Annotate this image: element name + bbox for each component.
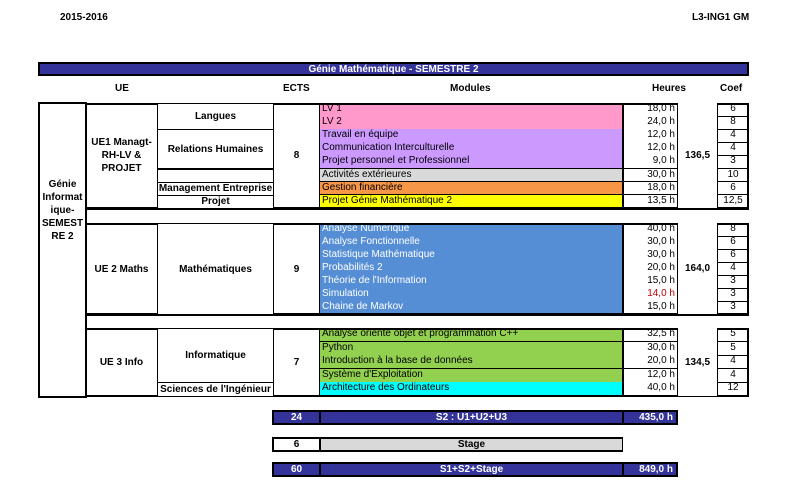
module-coef: 8: [717, 116, 749, 130]
module-coef: 4: [717, 262, 749, 276]
module-hours: 40,0 h: [622, 223, 678, 237]
ects-value: 7: [273, 328, 320, 397]
summary-hours: 849,0 h: [622, 462, 678, 477]
module-coef: 10: [717, 168, 749, 183]
module-coef: 8: [717, 223, 749, 237]
module-hours: 40,0 h: [622, 382, 678, 397]
module-name: Système d'Exploitation: [319, 368, 623, 383]
summary-ects: 6: [272, 437, 321, 452]
module-coef: 12: [717, 382, 749, 397]
ue-label: UE1 Managt-RH-LV & PROJET: [86, 103, 158, 209]
summary-ects: 60: [272, 462, 321, 477]
module-coef: 12,5: [717, 194, 749, 209]
section-total-hours: 136,5: [677, 103, 718, 208]
year-label: 2015-2016: [60, 12, 108, 23]
module-name: Travail en équipe: [319, 129, 623, 143]
module-coef: 3: [717, 275, 749, 289]
module-hours: 30,0 h: [622, 236, 678, 250]
module-name: Analyse Numérique: [319, 223, 623, 237]
module-coef: 3: [717, 301, 749, 315]
ue-group-label: Informatique: [157, 328, 274, 384]
module-hours: 18,0 h: [622, 181, 678, 196]
module-name: LV 2: [319, 116, 623, 130]
ects-value: 9: [273, 223, 320, 315]
module-name: Introduction à la base de données: [319, 355, 623, 370]
divider: [86, 208, 749, 210]
module-hours: 15,0 h: [622, 275, 678, 289]
ects-value: 8: [273, 103, 320, 209]
ue-group-label: Sciences de l'Ingénieur: [157, 382, 274, 397]
module-coef: 3: [717, 155, 749, 169]
module-name: Python: [319, 341, 623, 356]
module-name: Gestion financière: [319, 181, 623, 196]
module-hours: 18,0 h: [622, 103, 678, 117]
module-hours: 30,0 h: [622, 341, 678, 356]
module-coef: 4: [717, 355, 749, 370]
section-total-hours: 164,0: [677, 223, 718, 314]
col-header-heures: Heures: [652, 83, 686, 94]
module-hours: 32,5 h: [622, 328, 678, 343]
divider: [86, 314, 749, 316]
ue-group-label: Mathématiques: [157, 223, 274, 315]
module-name: Théorie de l'Information: [319, 275, 623, 289]
col-header-ue: UE: [115, 83, 129, 94]
module-hours: 20,0 h: [622, 262, 678, 276]
module-hours: 12,0 h: [622, 368, 678, 383]
module-name: Activités extérieures: [319, 168, 623, 183]
module-hours: 12,0 h: [622, 142, 678, 156]
module-coef: 6: [717, 103, 749, 117]
module-coef: 6: [717, 236, 749, 250]
module-hours: 9,0 h: [622, 155, 678, 169]
class-label: L3-ING1 GM: [692, 12, 750, 23]
module-name: Probabilités 2: [319, 262, 623, 276]
module-name: Communication Interculturelle: [319, 142, 623, 156]
ue-group-label: Langues: [157, 103, 274, 131]
section-total-hours: 134,5: [677, 328, 718, 396]
module-hours: 30,0 h: [622, 249, 678, 263]
module-name: Analyse Fonctionnelle: [319, 236, 623, 250]
module-hours: 15,0 h: [622, 301, 678, 315]
module-hours: 14,0 h: [622, 288, 678, 302]
module-hours: 12,0 h: [622, 129, 678, 143]
col-header-coef: Coef: [720, 83, 743, 94]
ue-group-label: Projet: [157, 194, 274, 209]
module-coef: 4: [717, 129, 749, 143]
ue-label: UE 3 Info: [86, 328, 158, 397]
module-coef: 3: [717, 288, 749, 302]
module-coef: 6: [717, 181, 749, 196]
module-hours: 24,0 h: [622, 116, 678, 130]
col-header-ects: ECTS: [283, 83, 310, 94]
module-name: Projet personnel et Professionnel: [319, 155, 623, 169]
semester-title: Génie Mathématique - SEMESTRE 2: [38, 62, 749, 76]
ue-label: UE 2 Maths: [86, 223, 158, 315]
module-coef: 5: [717, 341, 749, 356]
summary-label: S2 : U1+U2+U3: [320, 410, 623, 425]
ue-group-label: Management Entreprise: [157, 181, 274, 196]
module-name: LV 1: [319, 103, 623, 117]
summary-hours: 435,0 h: [622, 410, 678, 425]
module-name: Chaine de Markov: [319, 301, 623, 315]
ue-group-label: [157, 168, 274, 183]
col-header-modules: Modules: [450, 83, 491, 94]
module-coef: 5: [717, 328, 749, 343]
module-name: Projet Génie Mathématique 2: [319, 194, 623, 209]
module-coef: 4: [717, 142, 749, 156]
summary-label: Stage: [320, 437, 623, 452]
summary-ects: 24: [272, 410, 321, 425]
summary-label: S1+S2+Stage: [320, 462, 623, 477]
module-name: Analyse orienté objet et programmation C…: [319, 328, 623, 343]
ue-group-label: Relations Humaines: [157, 129, 274, 170]
module-name: Simulation: [319, 288, 623, 302]
module-hours: 20,0 h: [622, 355, 678, 370]
module-coef: 4: [717, 368, 749, 383]
module-hours: 13,5 h: [622, 194, 678, 209]
module-name: Architecture des Ordinateurs: [319, 382, 623, 397]
program-label: Génie Informat ique- SEMEST RE 2: [38, 102, 87, 398]
module-name: Statistique Mathématique: [319, 249, 623, 263]
module-coef: 6: [717, 249, 749, 263]
module-hours: 30,0 h: [622, 168, 678, 183]
